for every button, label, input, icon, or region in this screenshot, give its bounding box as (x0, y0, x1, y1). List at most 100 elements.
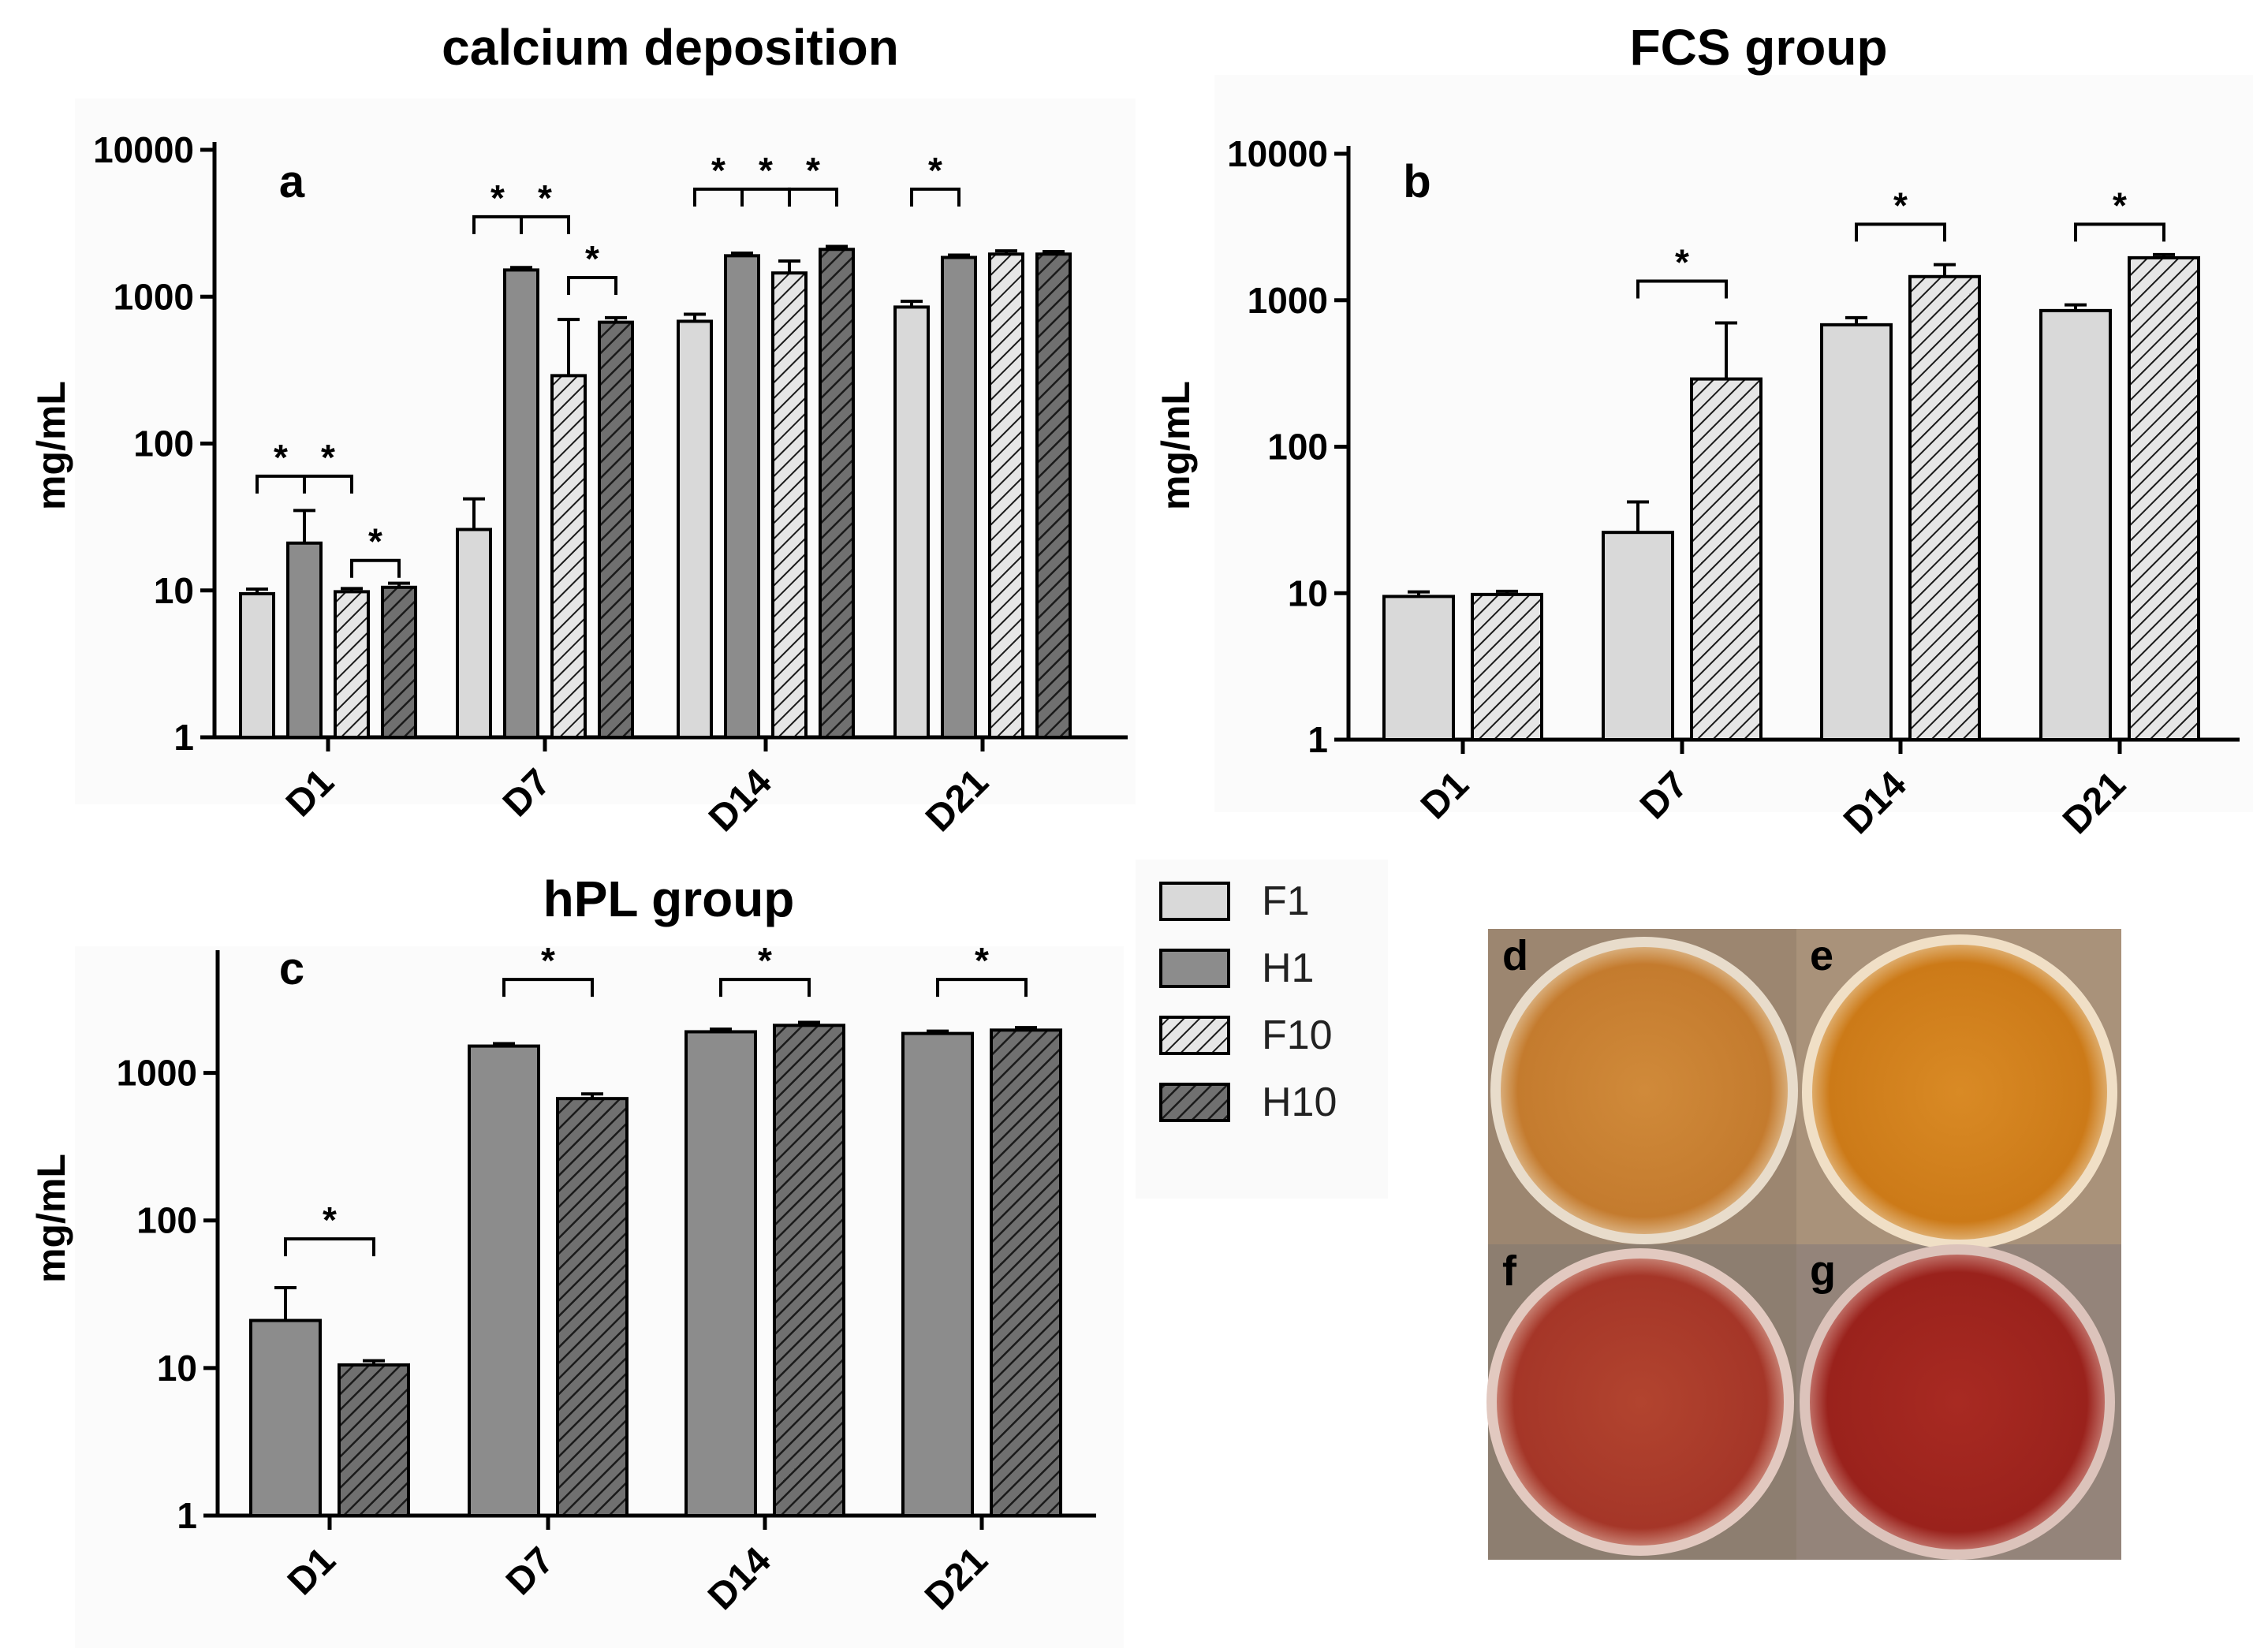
bar-H10-D14 (819, 248, 855, 740)
y-tick-label: 10 (157, 1348, 197, 1389)
bar-H1-D21 (901, 1031, 974, 1518)
legend-swatch-f10 (1159, 1016, 1230, 1055)
bar-F10-D1 (1471, 592, 1543, 741)
bar-H10-D14 (773, 1024, 845, 1517)
chart-c-title: hPL group (543, 871, 795, 927)
dish-g-stain (1810, 1255, 2105, 1549)
significance-star: * (711, 150, 726, 191)
significance-bracket (284, 1237, 375, 1257)
significance-bracket (350, 558, 401, 578)
bar-F1-D1 (239, 591, 275, 740)
dish-f: f (1486, 1247, 1794, 1556)
legend-swatch-f1 (1159, 882, 1230, 921)
bar-F1-D7 (1602, 531, 1674, 741)
y-tick-label: 100 (136, 1200, 197, 1241)
chart-panel-a: calcium deposition a mg/mL 1 10 100 1000 100… (29, 19, 1136, 840)
significance-star: * (321, 437, 335, 478)
significance-bracket (1855, 222, 1946, 242)
legend-swatch-h10 (1159, 1083, 1230, 1122)
significance-star: * (975, 940, 989, 981)
legend-item-f1: F1 (1159, 878, 1310, 924)
significance-star: * (368, 521, 382, 562)
bar-F1-D14 (677, 319, 713, 740)
dish-d: d (1490, 932, 1798, 1244)
y-tick-label: 10 (154, 570, 194, 611)
legend-label-h1: H1 (1262, 945, 1314, 991)
bar-H1-D14 (724, 254, 760, 739)
chart-a-panel-label: a (279, 156, 305, 207)
significance-bracket (936, 978, 1028, 998)
legend-swatch-h1 (1159, 949, 1230, 988)
significance-bracket (910, 187, 961, 207)
y-tick-label: 1000 (114, 276, 194, 317)
legend-item-f10: F10 (1159, 1012, 1333, 1058)
dish-d-stain (1501, 947, 1788, 1234)
bar-F1-D7 (456, 528, 492, 740)
significance-bracket (719, 978, 811, 998)
significance-bracket (472, 214, 570, 234)
chart-b-panel-label: b (1403, 156, 1431, 207)
legend-item-h1: H1 (1159, 945, 1314, 991)
y-tick-label: 1 (1307, 719, 1328, 760)
y-tick-label: 1000 (117, 1053, 197, 1094)
bar-F10-D14 (771, 271, 808, 740)
significance-star: * (759, 150, 773, 191)
bar-F1-D1 (1382, 595, 1455, 741)
y-tick-label: 100 (133, 423, 194, 464)
photo-grid: d e f g (1486, 929, 2121, 1560)
photo-label-e: e (1810, 932, 1833, 979)
significance-star: * (274, 437, 288, 478)
bar-F10-D14 (1908, 274, 1981, 741)
bar-F10-D21 (988, 252, 1024, 739)
chart-b-title: FCS group (1629, 19, 1887, 76)
bar-F10-D1 (334, 590, 370, 740)
significance-star: * (323, 1199, 337, 1240)
chart-a-title: calcium deposition (442, 19, 899, 76)
significance-star: * (541, 940, 555, 981)
significance-bracket (788, 187, 838, 207)
photo-label-f: f (1502, 1247, 1517, 1295)
chart-c-ylabel: mg/mL (29, 1154, 73, 1283)
bar-H10-D7 (598, 320, 634, 739)
significance-bracket (502, 978, 594, 998)
significance-bracket (256, 474, 353, 494)
significance-star: * (2113, 185, 2127, 226)
y-tick-label: 100 (1267, 427, 1328, 468)
chart-b-ylabel: mg/mL (1154, 381, 1198, 510)
dish-e-stain (1812, 945, 2107, 1240)
significance-star: * (758, 940, 772, 981)
bar-H10-D21 (990, 1028, 1062, 1517)
chart-c-panel-label: c (279, 943, 304, 994)
bar-F1-D21 (893, 305, 930, 739)
bar-F10-D21 (2128, 255, 2200, 741)
y-tick-label: 10 (1288, 572, 1328, 613)
bar-F10-D7 (550, 374, 587, 739)
significance-bracket (2074, 222, 2165, 242)
bar-F10-D7 (1690, 377, 1762, 741)
bar-H10-D7 (556, 1097, 629, 1517)
significance-star: * (1675, 242, 1689, 283)
dish-f-stain (1497, 1259, 1784, 1546)
photo-label-d: d (1502, 932, 1528, 979)
legend-label-h10: H10 (1262, 1080, 1337, 1125)
chart-a-ylabel: mg/mL (29, 381, 73, 510)
significance-star: * (585, 238, 599, 279)
bar-H1-D7 (503, 268, 539, 739)
legend: F1 H1 F10 H10 (1136, 860, 1388, 1199)
bar-H10-D1 (381, 585, 417, 739)
dish-g: g (1800, 1244, 2115, 1560)
bar-H1-D21 (941, 255, 977, 739)
bar-F1-D14 (1820, 323, 1893, 742)
significance-star: * (491, 177, 505, 218)
bar-H10-D1 (338, 1363, 410, 1518)
y-tick-label: 1 (173, 717, 194, 758)
legend-item-h10: H10 (1159, 1080, 1337, 1125)
y-tick-label: 10000 (93, 129, 194, 170)
bar-F1-D21 (2039, 308, 2112, 742)
dish-e: e (1802, 932, 2117, 1250)
significance-star: * (928, 150, 942, 191)
legend-label-f10: F10 (1262, 1012, 1333, 1058)
significance-star: * (1893, 185, 1908, 226)
